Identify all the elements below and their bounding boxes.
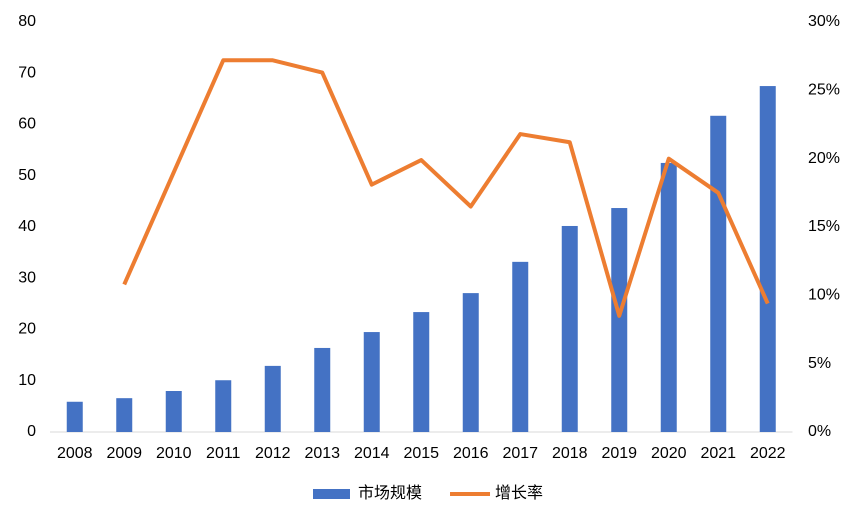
y-tick-label: 60 bbox=[18, 116, 36, 133]
bar bbox=[264, 365, 281, 432]
x-tick-label: 2013 bbox=[304, 445, 340, 462]
x-tick-label: 2021 bbox=[700, 445, 736, 462]
x-tick-label: 2015 bbox=[403, 445, 439, 462]
x-tick-label: 2016 bbox=[453, 445, 489, 462]
y-tick-label: 30 bbox=[18, 269, 36, 286]
x-tick-label: 2020 bbox=[651, 445, 687, 462]
bar bbox=[413, 312, 430, 432]
bar bbox=[116, 398, 133, 432]
x-tick-label: 2019 bbox=[601, 445, 637, 462]
y2-tick-label: 20% bbox=[808, 150, 840, 167]
y2-tick-label: 5% bbox=[808, 355, 831, 372]
bar bbox=[165, 391, 182, 432]
bar bbox=[215, 380, 232, 432]
bar bbox=[314, 347, 331, 432]
bar bbox=[66, 401, 83, 432]
x-tick-label: 2010 bbox=[156, 445, 192, 462]
y2-tick-label: 0% bbox=[808, 423, 831, 440]
legend-swatch bbox=[313, 489, 350, 499]
y-tick-label: 40 bbox=[18, 218, 36, 235]
y2-tick-label: 15% bbox=[808, 218, 840, 235]
y2-tick-label: 25% bbox=[808, 82, 840, 99]
x-tick-label: 2008 bbox=[57, 445, 93, 462]
y2-tick-label: 30% bbox=[808, 13, 840, 30]
x-tick-label: 2018 bbox=[552, 445, 588, 462]
x-tick-label: 2022 bbox=[750, 445, 786, 462]
y-tick-label: 80 bbox=[18, 13, 36, 30]
y2-tick-label: 10% bbox=[808, 287, 840, 304]
bar bbox=[462, 293, 479, 432]
y-tick-label: 10 bbox=[18, 372, 36, 389]
x-tick-label: 2017 bbox=[502, 445, 538, 462]
legend-label: 增长率 bbox=[495, 484, 543, 502]
x-tick-label: 2014 bbox=[354, 445, 390, 462]
bar bbox=[710, 115, 727, 432]
bar bbox=[512, 261, 529, 432]
bar bbox=[660, 162, 677, 432]
y-tick-label: 20 bbox=[18, 321, 36, 338]
x-tick-label: 2009 bbox=[106, 445, 142, 462]
bar bbox=[759, 86, 776, 432]
y-tick-label: 50 bbox=[18, 167, 36, 184]
bar bbox=[561, 225, 578, 432]
y-tick-label: 70 bbox=[18, 64, 36, 81]
x-tick-label: 2012 bbox=[255, 445, 291, 462]
y-tick-label: 0 bbox=[27, 423, 36, 440]
x-tick-label: 2011 bbox=[206, 445, 241, 462]
legend-label: 市场规模 bbox=[358, 484, 422, 502]
bar bbox=[363, 332, 380, 432]
bar bbox=[611, 208, 628, 432]
line bbox=[122, 58, 770, 318]
